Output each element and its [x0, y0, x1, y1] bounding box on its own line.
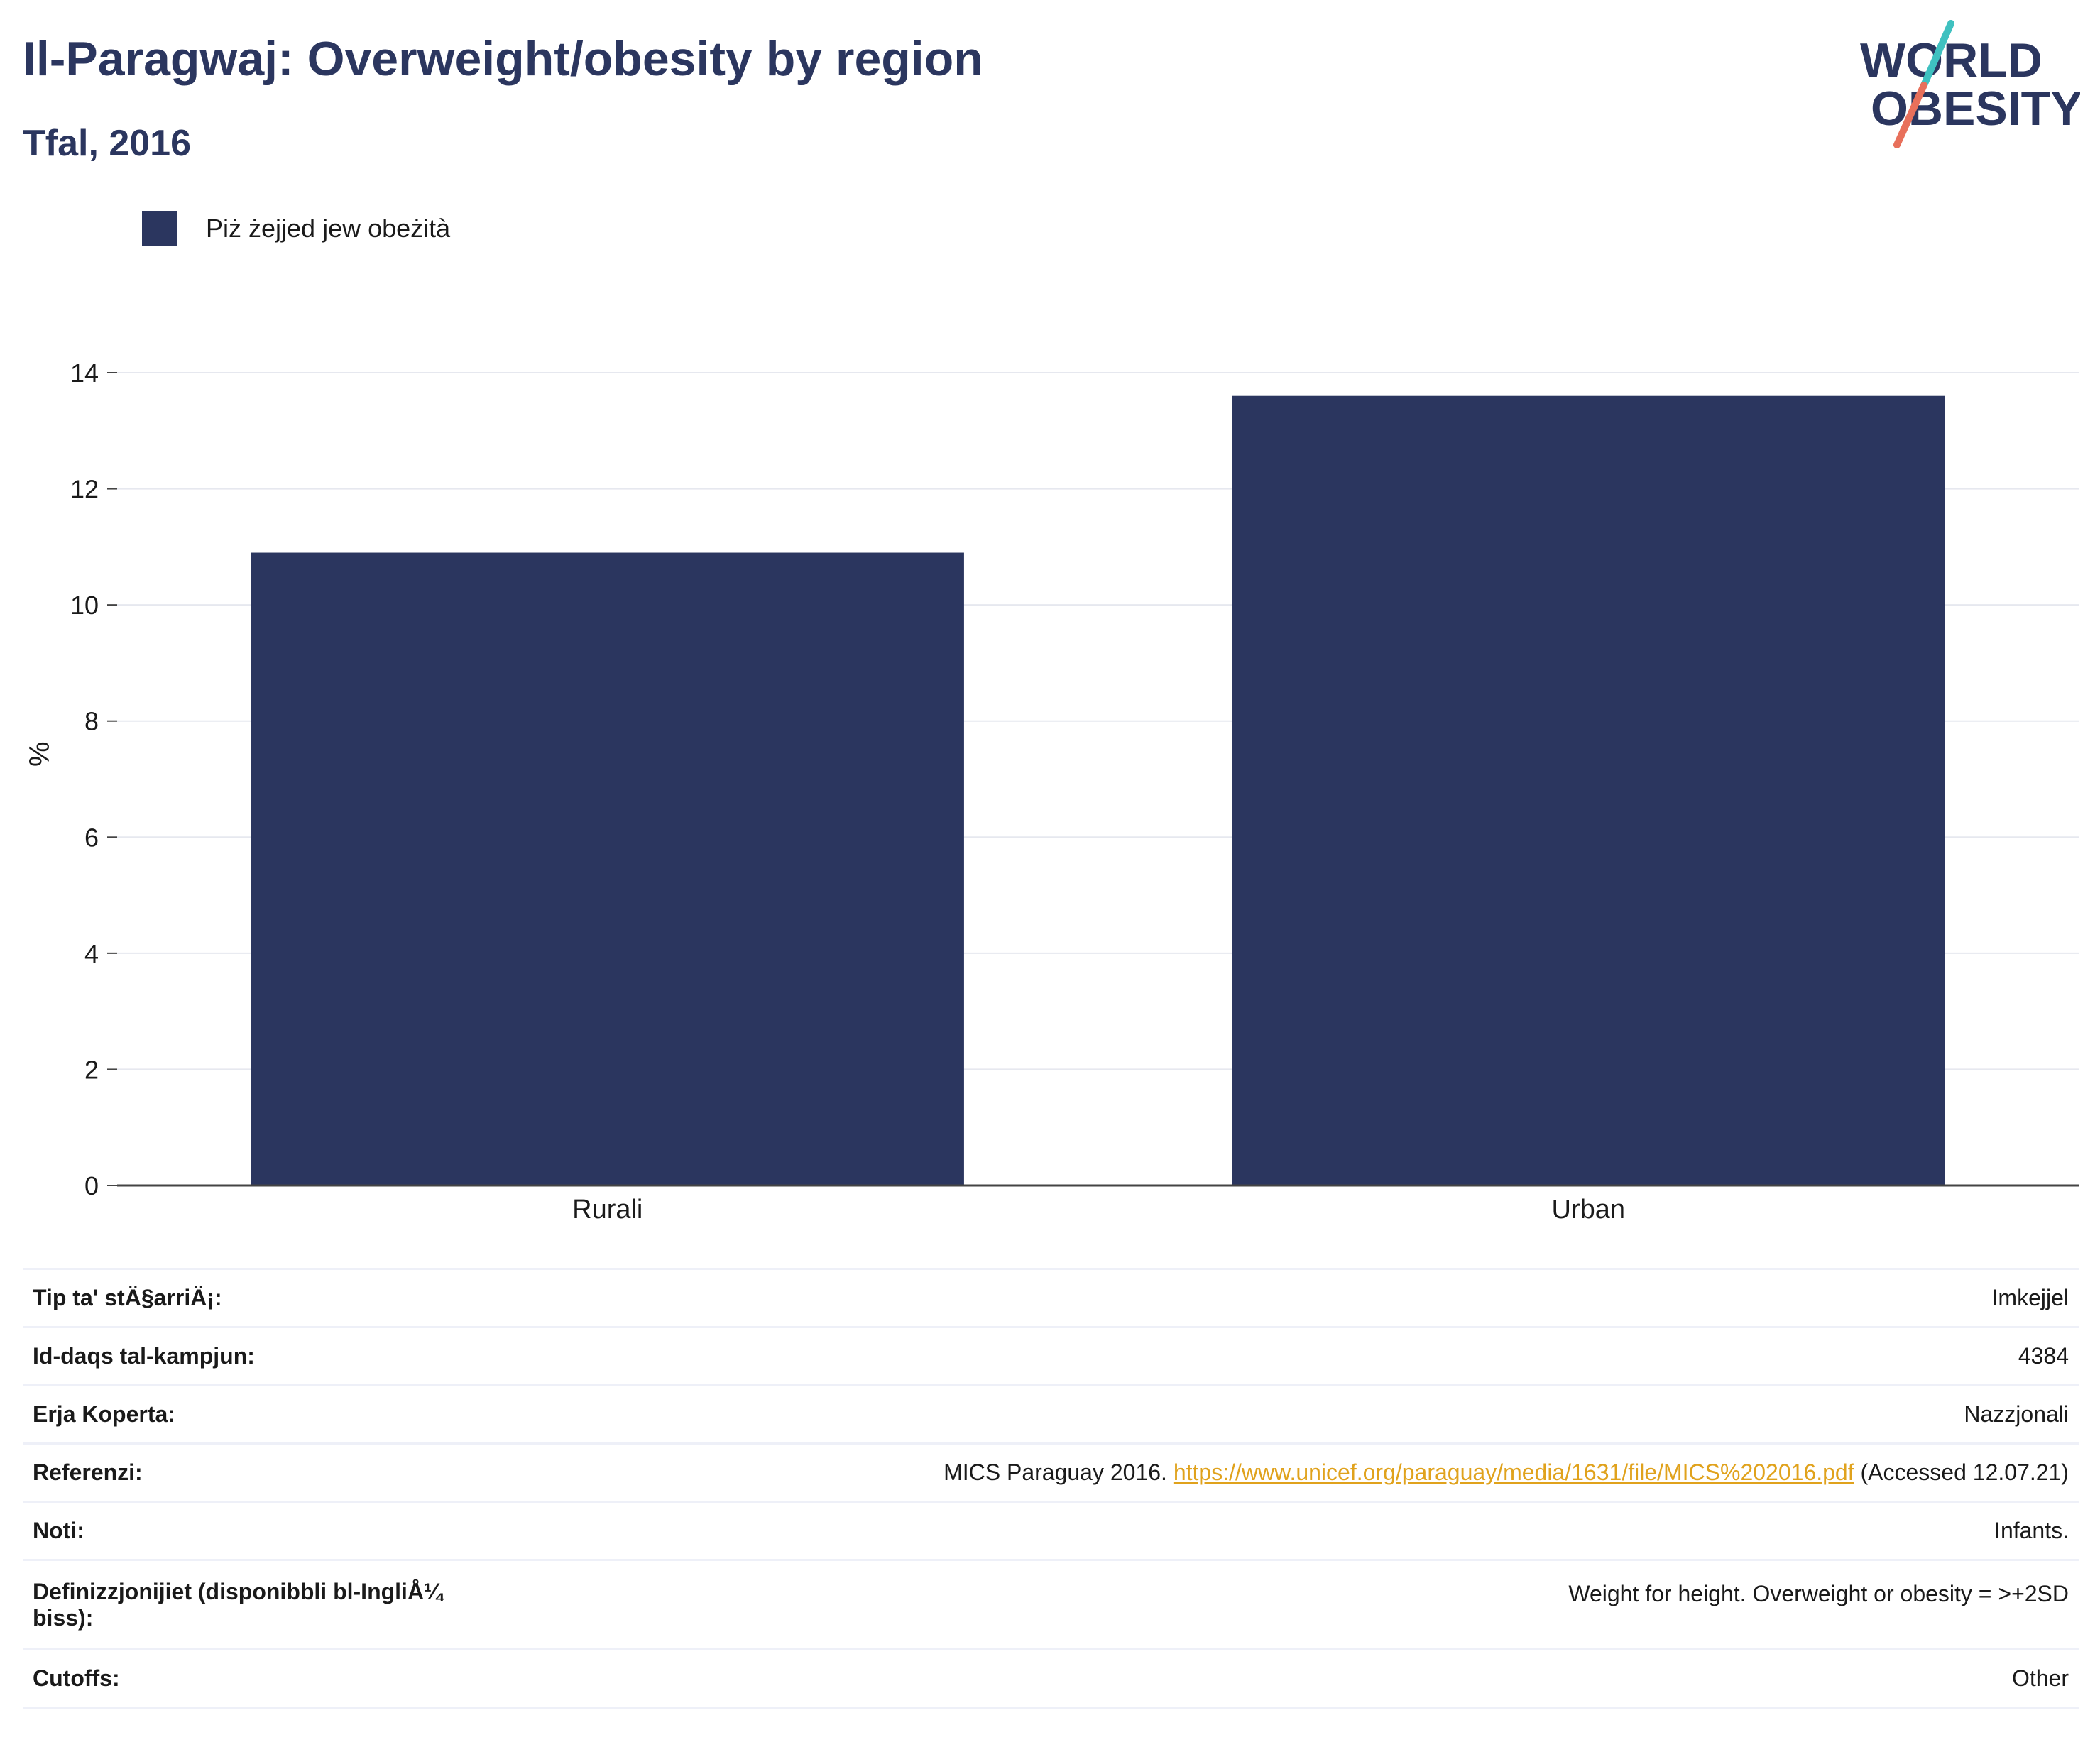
info-key: Erja Koperta:	[23, 1385, 540, 1445]
info-key-line: Definizzjonijiet (disponibbli bl-IngliÅ¼	[33, 1578, 443, 1604]
y-tick-label: 6	[84, 823, 99, 852]
world-obesity-logo: WORLD OBESITY	[1860, 20, 2080, 148]
y-tick-label: 0	[84, 1171, 99, 1200]
info-value: 4384	[540, 1327, 2079, 1386]
info-row: Noti: Infants.	[23, 1501, 2079, 1561]
info-value: Infants.	[540, 1501, 2079, 1561]
logo-slash-bottom	[1893, 82, 1927, 148]
y-tick-label: 12	[70, 475, 99, 504]
info-value: Nazzjonali	[540, 1385, 2079, 1445]
info-value: Weight for height. Overweight or obesity…	[540, 1560, 2079, 1650]
reference-link[interactable]: https://www.unicef.org/paraguay/media/16…	[1173, 1460, 1854, 1485]
info-key: Noti:	[23, 1501, 540, 1561]
logo-text-world: WORLD	[1860, 33, 2042, 87]
bar-rurali	[251, 552, 964, 1185]
legend-swatch	[142, 211, 177, 246]
legend-label: Piż żejjed jew obeżità	[206, 214, 451, 243]
info-row: Erja Koperta: Nazzjonali	[23, 1385, 2079, 1445]
reference-text: MICS Paraguay 2016.	[944, 1460, 1174, 1485]
legend[interactable]: Piż żejjed jew obeżità	[142, 211, 450, 246]
info-key-line: biss):	[33, 1604, 94, 1631]
y-tick-label: 8	[84, 707, 99, 736]
info-row: Referenzi: MICS Paraguay 2016. https://w…	[23, 1443, 2079, 1503]
info-key: Cutoffs:	[23, 1649, 540, 1709]
y-tick-label: 2	[84, 1055, 99, 1084]
info-key: Definizzjonijiet (disponibbli bl-IngliÅ¼…	[23, 1560, 540, 1650]
info-key: Referenzi:	[23, 1443, 540, 1503]
bar-urban	[1232, 395, 1945, 1185]
info-value: Other	[540, 1649, 2079, 1709]
chart-title: Il-Paragwaj: Overweight/obesity by regio…	[23, 32, 983, 86]
info-row: Cutoffs: Other	[23, 1649, 2079, 1709]
info-value: Imkejjel	[540, 1268, 2079, 1328]
logo-slash-top	[1920, 20, 1954, 89]
bar-chart: 0 2 4 6 8 10 12 14 Rurali Urban	[70, 358, 2079, 1225]
x-tick-label: Urban	[1552, 1195, 1626, 1225]
reference-accessed: (Accessed 12.07.21)	[1854, 1460, 2069, 1485]
info-key: Tip ta' stÄ§arriÄ¡:	[23, 1268, 540, 1328]
info-row: Tip ta' stÄ§arriÄ¡: Imkejjel	[23, 1268, 2079, 1328]
chart-subtitle: Tfal, 2016	[23, 123, 192, 164]
info-row: Definizzjonijiet (disponibbli bl-IngliÅ¼…	[23, 1560, 2079, 1650]
y-tick-label: 14	[70, 358, 99, 388]
x-tick-label: Rurali	[572, 1195, 642, 1225]
y-tick-label: 4	[84, 939, 99, 968]
info-key: Id-daqs tal-kampjun:	[23, 1327, 540, 1386]
y-tick-label: 10	[70, 591, 99, 620]
info-row: Id-daqs tal-kampjun: 4384	[23, 1327, 2079, 1386]
info-value: MICS Paraguay 2016. https://www.unicef.o…	[540, 1443, 2079, 1503]
info-table: Tip ta' stÄ§arriÄ¡: Imkejjel Id-daqs tal…	[23, 1268, 2079, 1709]
